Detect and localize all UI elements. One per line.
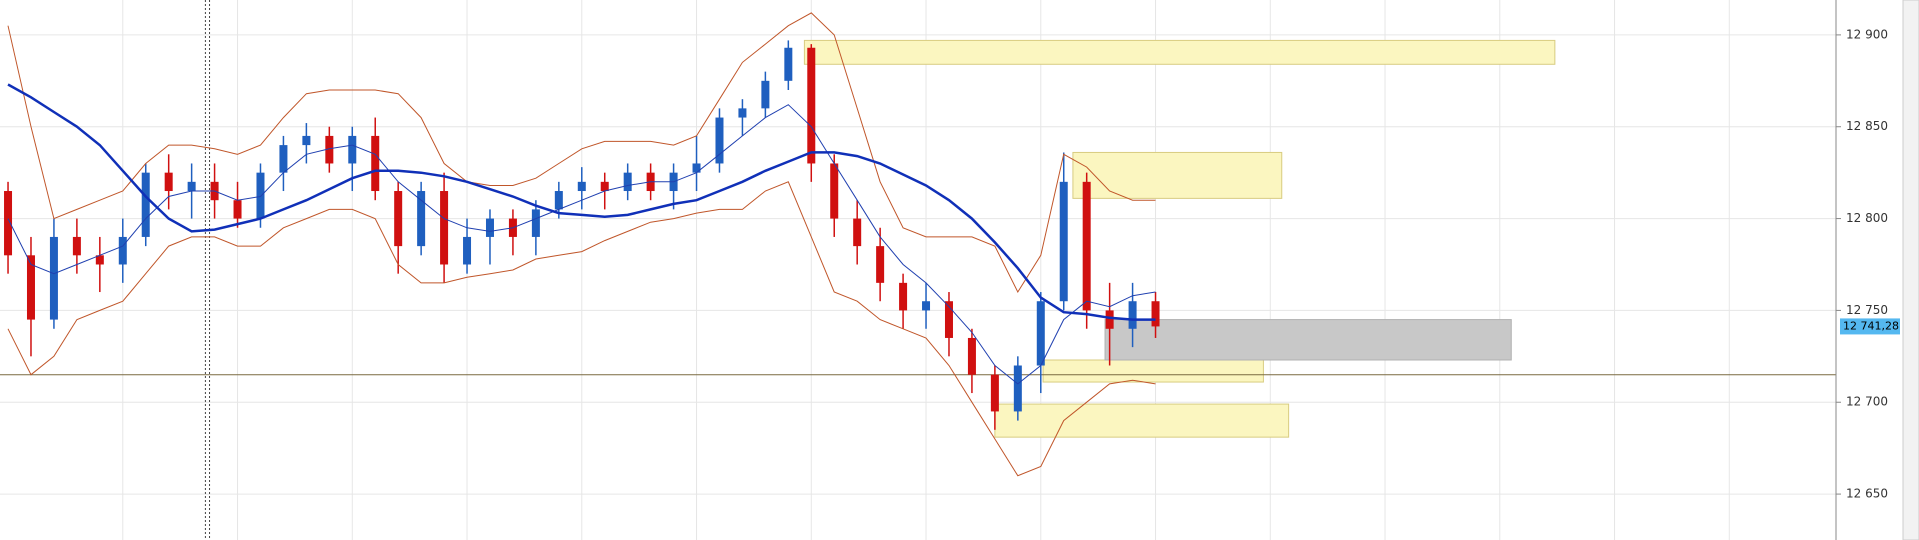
indicator-line xyxy=(7,12,1156,294)
candle-body xyxy=(623,172,632,192)
last-price-box xyxy=(1840,318,1900,335)
candle-body xyxy=(1013,365,1022,412)
candle-body xyxy=(95,255,104,265)
right-panel-edge xyxy=(1902,0,1919,540)
indicator-line xyxy=(7,104,1156,385)
candle-body xyxy=(118,236,127,265)
candle-body xyxy=(577,181,586,192)
y-tick-label: 12 650 xyxy=(1846,487,1888,501)
candle-body xyxy=(279,145,288,173)
zone xyxy=(803,39,1556,65)
candle-body xyxy=(1059,181,1068,302)
candle-body xyxy=(256,172,265,219)
zone xyxy=(1042,359,1264,383)
candle-body xyxy=(440,191,449,265)
candle-body xyxy=(26,255,35,320)
y-tick-label: 12 750 xyxy=(1846,303,1888,317)
y-tick-label: 12 800 xyxy=(1846,211,1888,225)
candle-body xyxy=(853,218,862,247)
candle-body xyxy=(784,47,793,81)
candle-body xyxy=(463,236,472,265)
candle-body xyxy=(141,172,150,237)
candle-body xyxy=(600,181,609,192)
last-price-label: 12 741,28 xyxy=(1843,319,1899,332)
candle-body xyxy=(4,191,13,256)
candle-body xyxy=(1082,181,1091,311)
zone xyxy=(1104,319,1512,361)
candle-body xyxy=(738,108,747,118)
candle-body xyxy=(990,374,999,412)
zone xyxy=(1072,151,1283,199)
candle-body xyxy=(394,191,403,247)
candle-body xyxy=(807,47,816,164)
candle-body xyxy=(417,191,426,247)
candle-body xyxy=(485,218,494,237)
candle-body xyxy=(302,135,311,146)
y-tick-label: 12 700 xyxy=(1846,395,1888,409)
candle-body xyxy=(876,246,885,283)
candle-body xyxy=(967,337,976,375)
zone xyxy=(994,403,1290,438)
y-tick-label: 12 900 xyxy=(1846,27,1888,41)
candle-body xyxy=(922,301,931,311)
candle-body xyxy=(944,301,953,338)
candle-body xyxy=(554,191,563,210)
candle-body xyxy=(715,117,724,164)
candle-body xyxy=(233,200,242,219)
candle-body xyxy=(187,181,196,192)
candle-body xyxy=(72,236,81,256)
plot-background xyxy=(0,0,1836,540)
indicator-line xyxy=(7,181,1156,477)
candle-body xyxy=(1036,301,1045,366)
candle-body xyxy=(761,80,770,109)
candle-body xyxy=(1128,301,1137,329)
candle-body xyxy=(49,236,58,320)
candle-body xyxy=(531,209,540,237)
candle-body xyxy=(830,163,839,219)
candle-body xyxy=(899,282,908,311)
candle-body xyxy=(371,135,380,192)
candle-body xyxy=(1151,301,1160,327)
candle-body xyxy=(1105,310,1114,329)
candle-body xyxy=(164,172,173,192)
candle-body xyxy=(348,135,357,164)
y-tick-label: 12 850 xyxy=(1846,119,1888,133)
candle-body xyxy=(325,135,334,164)
indicator-line xyxy=(7,83,1156,321)
candle-body xyxy=(692,163,701,173)
